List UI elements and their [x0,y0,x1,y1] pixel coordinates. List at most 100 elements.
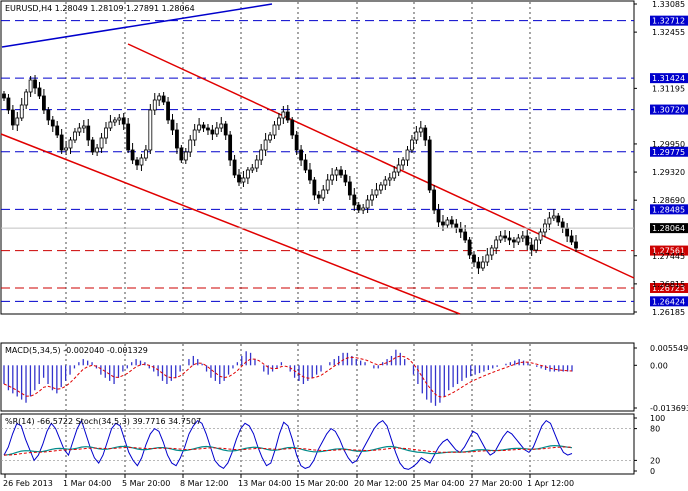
price-tick-label: 1.28690 [652,196,685,205]
candle-body [498,235,503,241]
price-tick-label: 1.26185 [652,308,685,317]
candle-body [503,235,507,239]
candle-body [445,219,450,226]
candle-body [285,111,290,121]
time-tick-label: 1 Mar 04:00 [63,479,111,488]
candle-body [343,174,348,183]
level-label-box [650,73,688,84]
level-label: 1.27561 [652,247,685,256]
candle-body [432,189,437,211]
oscillator-ticks: 100 80 20 0 [1,414,665,476]
candle-body [356,204,361,211]
level-label-box [650,146,688,157]
candle-body [206,127,210,131]
candle-body [170,119,175,131]
level-label-box [650,296,688,307]
current-price-marker: 1.28064 [1,223,688,234]
candle-body [228,134,233,161]
candle-body [126,123,131,151]
candle-body [529,244,534,251]
time-axis: 26 Feb 2013 1 Mar 04:00 5 Mar 20:00 8 Mar 1… [3,474,574,488]
candle-body [374,189,379,196]
stochastic-main-line [3,444,573,456]
candle-body [383,179,388,186]
candle-body [321,189,326,199]
candle-body [223,123,228,136]
level-label-box [650,15,688,26]
candle-body [308,169,312,181]
candle-body [104,127,108,139]
level-label-box [650,204,688,215]
candle-body [476,261,481,269]
candle-body [95,147,100,153]
blue-trend-line [1,3,273,48]
candle-body [161,95,166,103]
time-tick-label: 27 Mar 20:00 [469,479,522,488]
candle-body [556,215,561,223]
candle-body [560,221,565,229]
channel-lower-line [0,133,461,315]
macd-label: MACD(5,34,5) -0.002040 -0.001329 [5,346,148,355]
level-label-box [650,282,688,293]
candle-body [42,95,46,111]
chart-header: EURUSD,H4 1.28049 1.28109 1.27891 1.2806… [5,4,195,13]
current-price-label: 1.28064 [652,224,685,233]
candle-body [454,223,459,229]
osc-tick-label: 80 [650,425,660,434]
candle-body [516,237,521,243]
candle-body [334,169,339,176]
candle-body [387,177,392,181]
candle-body [480,261,485,269]
candle-body [24,91,29,106]
level-label: 1.26723 [652,284,685,293]
candle-body [303,159,308,171]
candle-body [427,139,432,191]
williams-r-line [3,419,573,470]
candle-body [339,169,343,176]
candle-body [37,87,42,97]
candle-body [485,254,490,263]
candle-body [108,121,113,129]
candle-body [401,159,405,166]
level-label: 1.32712 [652,17,685,26]
candle-body [534,239,538,251]
candle-body [414,131,419,141]
candle-body [392,171,397,179]
candle-body [46,109,51,121]
candle-body [472,254,476,263]
price-tick-label: 1.29320 [652,168,685,177]
candle-body [121,117,126,125]
candle-body [507,237,512,241]
level-label-box [650,245,688,256]
candle-body [197,124,202,131]
candle-body [520,235,525,239]
price-candles [2,75,578,274]
price-axis: 1.33085 1.32455 1.31195 1.29950 1.29320 1.286… [634,0,685,317]
candle-body [263,139,268,151]
candle-body [68,139,73,149]
candle-body [201,124,206,129]
candle-body [183,151,188,161]
candle-body [157,95,162,101]
candle-body [50,119,55,127]
candle-body [378,184,383,191]
candle-body [467,239,472,256]
candle-body [268,134,272,141]
time-tick-label: 13 Mar 04:00 [238,479,291,488]
candle-body [574,241,578,249]
candle-body [449,219,454,225]
stochastic-signal-line [3,446,573,456]
candle-body [192,129,197,141]
candle-body [272,124,277,136]
candle-body [512,239,516,243]
candle-body [148,109,153,151]
candle-body [365,199,370,209]
macd-histogram [3,349,573,406]
candle-body [259,149,264,161]
horizontal-levels: 1.32712 1.31424 1.30720 1.29775 1.28485 1.275… [1,15,688,307]
candle-body [99,137,104,149]
candle-body [28,79,33,93]
candle-body [152,99,157,111]
candle-body [463,231,468,241]
